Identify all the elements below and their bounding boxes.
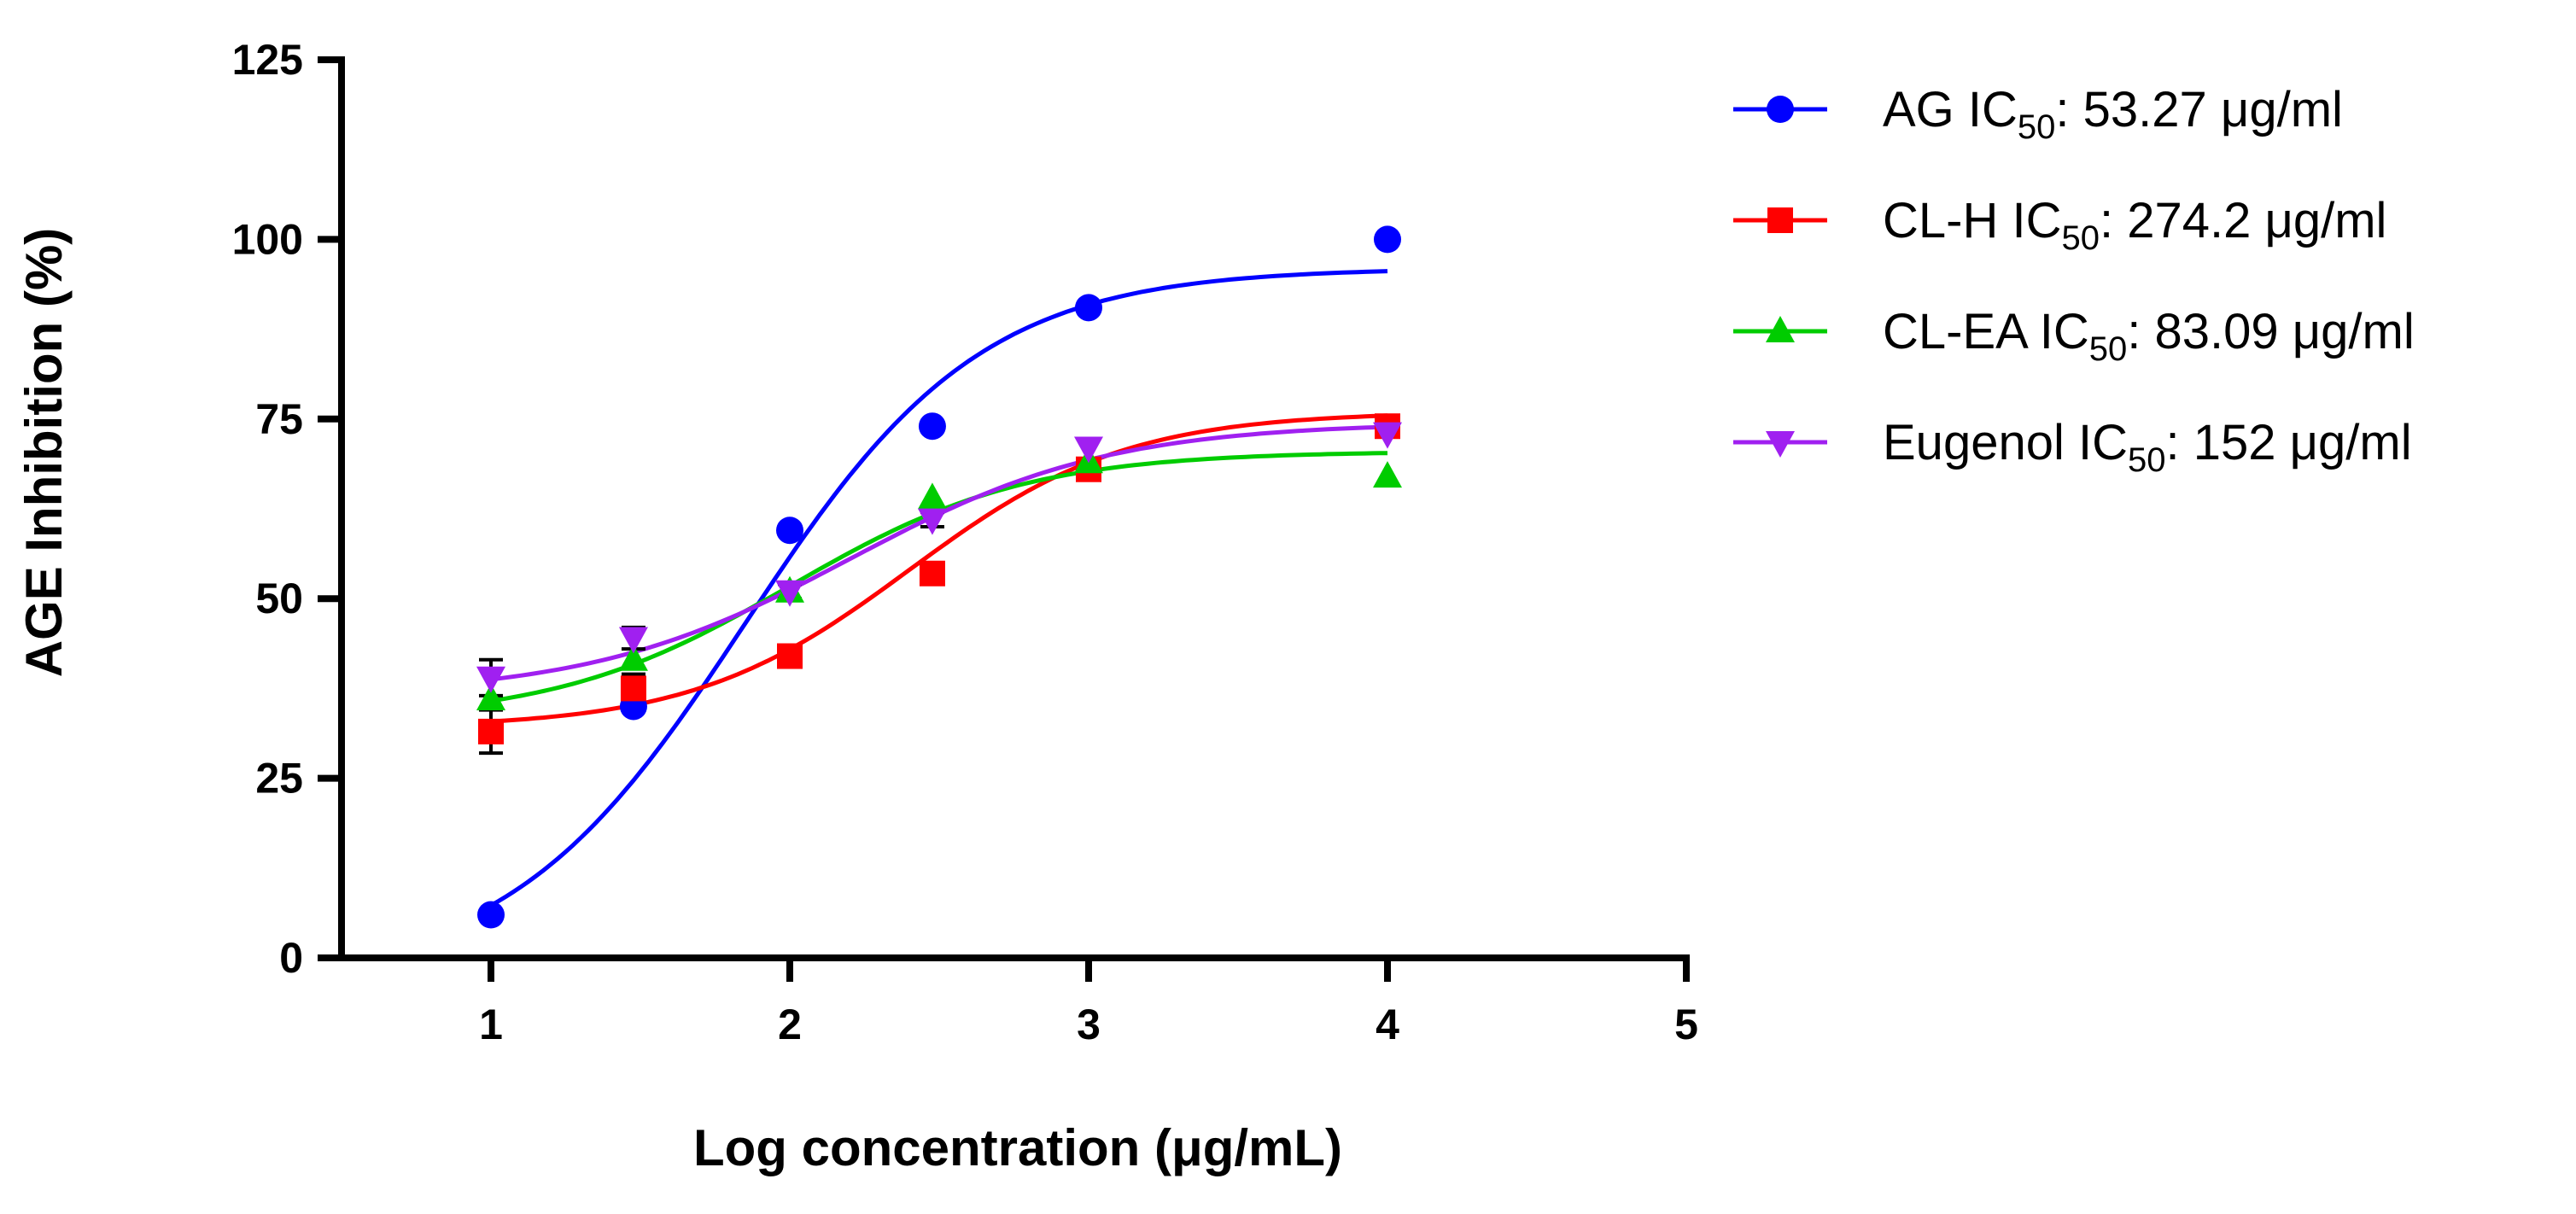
legend-marker (1767, 207, 1793, 233)
point-ag (918, 412, 946, 441)
data-points (476, 225, 1402, 929)
fit-curve-ag (489, 269, 1388, 908)
legend: AG IC50: 53.27 μg/ml CL-H IC50: 274.2 μg/… (1733, 82, 2415, 479)
point-eugenol (618, 627, 648, 654)
point-eugenol (917, 508, 947, 535)
legend-marker (1767, 96, 1794, 123)
y-tick-label: 100 (232, 215, 303, 263)
axes: 0 25 50 75 100 125 1 2 3 4 5 (232, 36, 1698, 1048)
legend-label: AG IC50: 53.27 μg/ml (1883, 82, 2343, 146)
point-ag (1075, 294, 1102, 322)
legend-label: Eugenol IC50: 152 μg/ml (1883, 415, 2412, 479)
x-tick-label: 4 (1376, 1001, 1399, 1048)
x-axis-title: Log concentration (μg/mL) (693, 1119, 1342, 1176)
y-ticks: 0 25 50 75 100 125 (232, 36, 342, 982)
point-cl-h (919, 560, 945, 587)
point-ag (776, 517, 803, 545)
x-tick-label: 5 (1674, 1001, 1698, 1048)
legend-item-eugenol: Eugenol IC50: 152 μg/ml (1733, 415, 2412, 479)
legend-label: CL-H IC50: 274.2 μg/ml (1883, 193, 2386, 257)
legend-marker (1766, 316, 1795, 342)
point-cl-ea (476, 684, 505, 711)
point-eugenol (1074, 436, 1103, 464)
y-axis-title: AGE Inhibition (%) (15, 228, 73, 678)
legend-marker (1766, 431, 1795, 458)
point-ag (477, 901, 505, 929)
point-cl-h (478, 718, 504, 744)
y-tick-label: 25 (255, 755, 303, 803)
y-tick-label: 75 (255, 395, 303, 443)
x-tick-label: 2 (778, 1001, 802, 1048)
x-ticks: 1 2 3 4 5 (479, 958, 1698, 1048)
legend-item-ag: AG IC50: 53.27 μg/ml (1733, 82, 2343, 146)
point-ag (1374, 225, 1401, 254)
point-cl-h (777, 643, 803, 669)
fit-curve-eugenol (490, 424, 1388, 682)
point-eugenol (1373, 422, 1402, 449)
x-tick-label: 1 (479, 1001, 503, 1048)
y-tick-label: 125 (232, 36, 303, 84)
error-bars (479, 460, 1101, 756)
x-tick-label: 3 (1077, 1001, 1101, 1048)
y-tick-label: 50 (255, 575, 303, 622)
legend-label: CL-EA IC50: 83.09 μg/ml (1883, 304, 2415, 368)
point-eugenol (476, 666, 505, 693)
point-cl-ea (1373, 461, 1402, 488)
point-cl-ea (917, 482, 947, 510)
y-tick-label: 0 (279, 934, 303, 982)
point-cl-h (620, 675, 646, 702)
fit-curves (489, 269, 1388, 908)
point-cl-ea (618, 644, 648, 671)
point-eugenol (775, 580, 804, 607)
legend-item-cl-h: CL-H IC50: 274.2 μg/ml (1733, 193, 2386, 257)
legend-item-cl-ea: CL-EA IC50: 83.09 μg/ml (1733, 304, 2415, 368)
